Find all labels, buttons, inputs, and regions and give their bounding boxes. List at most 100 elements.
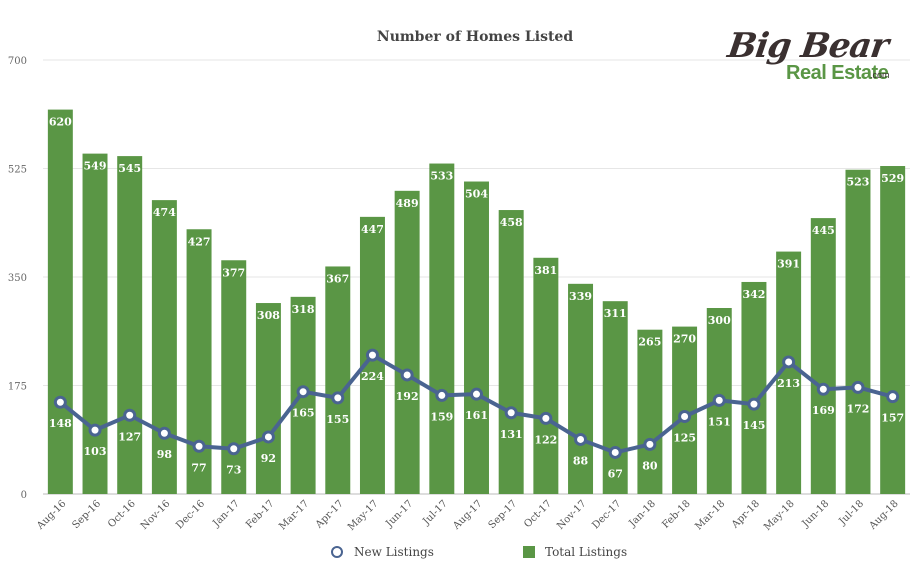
line-point <box>123 408 137 422</box>
line-point <box>851 380 865 394</box>
x-tick-label: Mar-17 <box>277 498 311 532</box>
line-label: 80 <box>642 459 658 472</box>
line-point <box>296 385 310 399</box>
bar-label: 474 <box>153 206 176 219</box>
legend-bar-marker <box>523 546 535 558</box>
bar-label: 489 <box>396 197 419 210</box>
bar-label: 458 <box>500 216 523 229</box>
y-tick-label: 525 <box>8 165 27 176</box>
line-point <box>712 393 726 407</box>
bar <box>47 109 73 494</box>
bar <box>117 156 143 494</box>
line-label: 172 <box>846 402 869 415</box>
logo-suffix: .com <box>870 70 890 80</box>
bar-label: 308 <box>257 309 280 322</box>
line-label: 192 <box>396 390 419 403</box>
line-label: 127 <box>118 430 141 443</box>
y-tick-label: 350 <box>8 273 27 284</box>
line-label: 98 <box>157 448 173 461</box>
x-tick-label: Jun-17 <box>383 498 415 530</box>
bar-label: 381 <box>534 264 557 277</box>
bar <box>325 266 351 494</box>
line-point <box>678 410 692 423</box>
line-point <box>53 395 67 409</box>
line-point <box>539 411 553 425</box>
legend-item-total-listings[interactable]: Total Listings <box>523 545 627 559</box>
bar-label: 620 <box>49 116 72 129</box>
bar <box>464 181 489 494</box>
line-label: 148 <box>49 417 72 430</box>
x-tick-label: May-18 <box>762 498 797 533</box>
line-label: 159 <box>430 410 453 423</box>
bar-label: 270 <box>673 333 696 346</box>
x-tick-label: Mar-18 <box>693 498 727 532</box>
bar-series: 620 549 545 474 427 377 308 318 367 447 489 533 504 4… <box>47 109 906 495</box>
y-tick-label: 0 <box>21 490 27 501</box>
x-tick-label: Jul-18 <box>837 498 867 528</box>
bar <box>845 169 871 495</box>
x-tick-label: Jan-17 <box>210 498 241 529</box>
line-point <box>643 437 657 451</box>
line-label: 213 <box>777 377 800 390</box>
bar <box>880 166 906 494</box>
bar <box>637 329 663 494</box>
bar <box>568 283 594 494</box>
legend-item-new-listings[interactable]: New Listings <box>330 545 434 559</box>
bar-label: 445 <box>812 224 835 237</box>
y-tick-label: 700 <box>8 56 27 67</box>
bar-label: 311 <box>604 307 627 320</box>
line-label: 169 <box>812 404 835 417</box>
line-label: 103 <box>84 445 107 458</box>
line-label: 92 <box>261 452 276 465</box>
bar <box>810 218 836 494</box>
x-tick-label: Jan-18 <box>627 498 658 529</box>
bar <box>394 190 420 494</box>
y-axis: 0 175 350 525 700 <box>8 56 27 501</box>
x-axis: Aug-16 Sep-16 Oct-16 Nov-16 Dec-16 Jan-17 Feb-… <box>34 498 900 533</box>
line-point <box>747 397 761 411</box>
bar-label: 549 <box>84 160 107 173</box>
legend-label: Total Listings <box>545 545 628 559</box>
y-tick-label: 175 <box>8 382 27 393</box>
line-series: 148 103 127 98 77 73 92 165 155 224 192 159 161 131 12… <box>49 348 904 480</box>
bar-label: 533 <box>430 170 453 183</box>
line-point <box>192 439 206 453</box>
line-label: 224 <box>361 370 384 383</box>
bar-label: 367 <box>326 272 349 285</box>
logo-line2: Real Estate <box>786 62 889 84</box>
line-label: 77 <box>191 461 206 474</box>
x-tick-label: Dec-17 <box>590 498 623 531</box>
line-label: 122 <box>534 433 557 446</box>
line-point <box>435 388 449 402</box>
x-tick-label: Apr-17 <box>313 498 346 531</box>
bar <box>82 153 108 494</box>
line-point <box>574 432 588 446</box>
line-label: 131 <box>500 428 523 441</box>
bar <box>221 260 247 494</box>
line-point <box>504 406 518 420</box>
x-tick-label: Feb-18 <box>660 498 692 530</box>
x-tick-label: Aug-18 <box>867 498 901 532</box>
x-tick-label: Jul-17 <box>420 498 450 528</box>
x-tick-label: Dec-16 <box>174 498 207 531</box>
bar <box>429 163 455 495</box>
bar-label: 339 <box>569 290 592 303</box>
line-point <box>470 387 483 401</box>
line-point <box>365 348 379 362</box>
line-label: 165 <box>292 407 315 420</box>
x-tick-label: Sep-17 <box>487 498 520 531</box>
line-point <box>816 382 830 396</box>
bar-label: 523 <box>846 176 869 189</box>
bar-label: 377 <box>222 266 245 279</box>
bar-label: 265 <box>638 336 661 349</box>
bar-label: 391 <box>777 258 800 271</box>
line-label: 125 <box>673 432 696 445</box>
logo-line1: Big Bear <box>725 26 891 66</box>
line-label: 88 <box>573 454 589 467</box>
brand-logo: Big Bear Real Estate .com <box>725 26 904 92</box>
bar-label: 427 <box>188 235 211 248</box>
x-tick-label: Jun-18 <box>800 498 832 530</box>
x-tick-label: Apr-18 <box>729 498 762 531</box>
x-tick-label: Feb-17 <box>244 498 276 530</box>
bar-label: 545 <box>118 162 141 175</box>
